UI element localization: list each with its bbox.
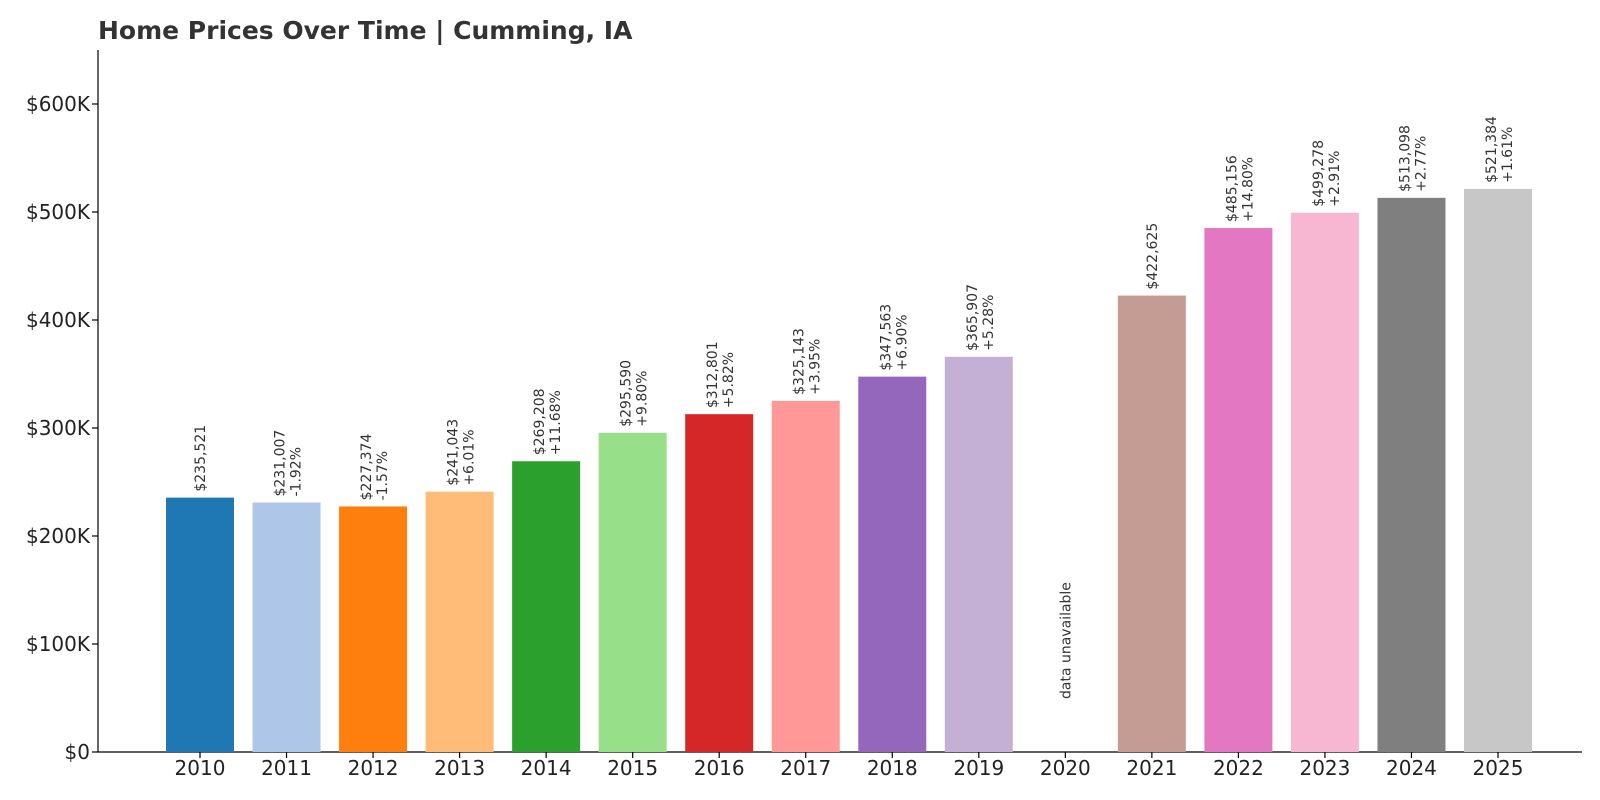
y-axis: $0 $100K $200K $300K $400K $500K $600K <box>26 50 99 764</box>
bar-value-label: $312,801 <box>705 341 721 408</box>
y-tick-label: $400K <box>26 308 91 332</box>
bar-change-label: -1.57% <box>375 451 391 501</box>
bar-change-label: -1.92% <box>289 447 305 497</box>
x-tick-label: 2016 <box>694 756 745 780</box>
bar-value-label: $521,384 <box>1484 116 1500 183</box>
bar-value-label: $499,278 <box>1311 140 1327 207</box>
x-tick-label: 2024 <box>1386 756 1437 780</box>
bar-change-label: +5.28% <box>981 295 997 351</box>
x-tick-label: 2012 <box>348 756 399 780</box>
x-tick-label: 2017 <box>780 756 831 780</box>
bar <box>1464 188 1532 752</box>
bar <box>944 356 1013 752</box>
bar-value-label: $241,043 <box>446 419 462 486</box>
bar <box>339 506 408 752</box>
bar-change-label: +2.91% <box>1327 151 1343 207</box>
bar-value-label: $295,590 <box>619 360 635 427</box>
bar <box>685 414 754 752</box>
y-tick-label: $500K <box>26 200 91 224</box>
bar-value-label: $227,374 <box>359 434 375 501</box>
x-tick-label: 2021 <box>1126 756 1177 780</box>
x-tick-label: 2015 <box>607 756 658 780</box>
bar <box>512 461 581 752</box>
bar-change-label: +9.80% <box>635 371 651 427</box>
bar-value-label: $485,156 <box>1224 155 1240 222</box>
bar-value-label: $347,563 <box>878 304 894 371</box>
bar-value-label: $231,007 <box>273 430 289 497</box>
x-tick-label: 2010 <box>175 756 226 780</box>
bar <box>425 491 494 752</box>
bar-change-label: +11.68% <box>548 390 564 455</box>
bar-value-label: $422,625 <box>1145 223 1161 290</box>
x-axis: 2010 2011 2012 2013 2014 2015 2016 2017 2018 2019… <box>98 751 1582 780</box>
x-tick-label: 2020 <box>1040 756 1091 780</box>
x-tick-label: 2019 <box>953 756 1004 780</box>
chart-title: Home Prices Over Time | Cumming, IA <box>98 16 633 45</box>
y-tick-label: $0 <box>65 740 90 764</box>
bar-value-label: $325,143 <box>792 328 808 395</box>
bar-change-label: +6.90% <box>894 314 910 370</box>
y-tick-label: $200K <box>26 524 91 548</box>
x-tick-label: 2014 <box>521 756 572 780</box>
x-tick-label: 2023 <box>1299 756 1350 780</box>
bar-change-label: +14.80% <box>1240 157 1256 222</box>
bar <box>252 502 321 752</box>
bar <box>1204 228 1273 753</box>
bar <box>1117 295 1186 752</box>
bar <box>166 497 234 752</box>
x-tick-label: 2025 <box>1473 756 1524 780</box>
y-tick-label: $300K <box>26 416 91 440</box>
x-tick-label: 2013 <box>434 756 485 780</box>
x-tick-label: 2018 <box>867 756 918 780</box>
bar-value-label: $235,521 <box>193 425 209 492</box>
bar-value-label: $365,907 <box>965 284 981 351</box>
bar-change-label: +5.82% <box>721 352 737 408</box>
bar-change-label: +3.95% <box>808 339 824 395</box>
x-tick-label: 2011 <box>261 756 312 780</box>
bar-change-label: +1.61% <box>1500 127 1516 183</box>
missing-data-label: data unavailable <box>1058 582 1074 699</box>
bar-value-label: $513,098 <box>1397 125 1413 192</box>
bar-value-label: $269,208 <box>532 388 548 455</box>
x-tick-label: 2022 <box>1213 756 1264 780</box>
bar-change-label: +2.77% <box>1413 136 1429 192</box>
bar <box>771 400 840 752</box>
bar <box>598 432 667 752</box>
bar <box>1377 197 1446 753</box>
bar <box>1290 212 1359 752</box>
bar <box>858 376 927 752</box>
bars <box>166 188 1532 753</box>
y-tick-label: $600K <box>26 92 91 116</box>
bar-change-label: +6.01% <box>462 429 478 485</box>
y-tick-label: $100K <box>26 632 91 656</box>
bar-labels: $235,521 $231,007 -1.92% $227,374 -1.57% $241… <box>193 116 1516 699</box>
